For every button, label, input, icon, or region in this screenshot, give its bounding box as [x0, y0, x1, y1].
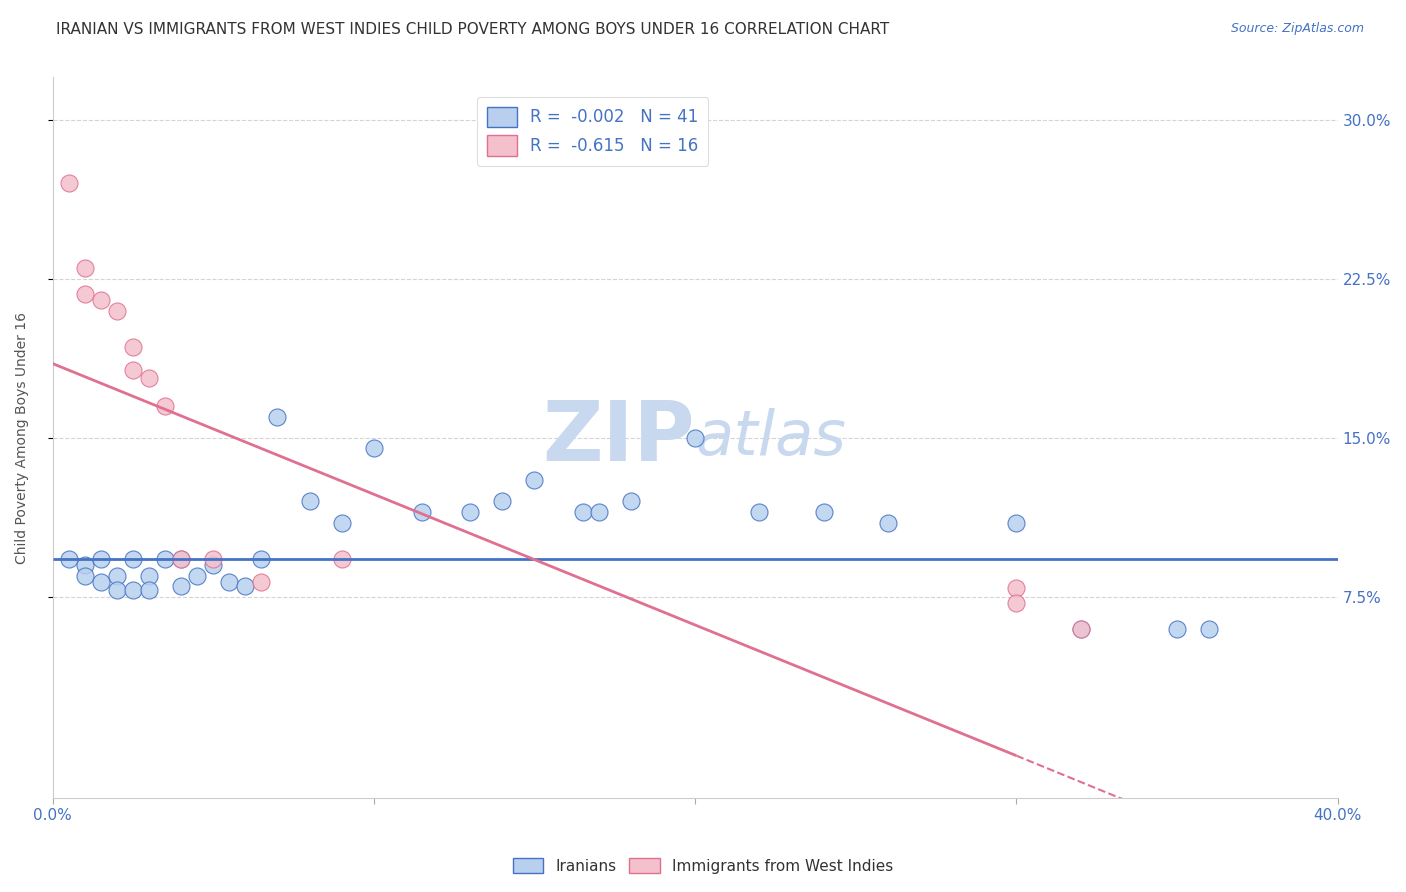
Point — [1070, 622, 1092, 636]
Point — [73, 558, 96, 572]
Point — [122, 340, 145, 354]
Point — [250, 551, 273, 566]
Y-axis label: Child Poverty Among Boys Under 16: Child Poverty Among Boys Under 16 — [15, 311, 30, 564]
Point — [571, 505, 593, 519]
Point — [73, 261, 96, 276]
Point — [122, 583, 145, 598]
Point — [138, 583, 160, 598]
Point — [683, 431, 706, 445]
Point — [202, 551, 225, 566]
Point — [1005, 596, 1028, 610]
Point — [105, 568, 128, 582]
Point — [186, 568, 208, 582]
Text: ZIP: ZIP — [543, 397, 695, 478]
Point — [138, 371, 160, 385]
Text: Source: ZipAtlas.com: Source: ZipAtlas.com — [1230, 22, 1364, 36]
Point — [90, 574, 112, 589]
Point — [458, 505, 481, 519]
Point — [90, 551, 112, 566]
Point — [330, 516, 353, 530]
Point — [58, 177, 80, 191]
Point — [266, 409, 288, 424]
Point — [90, 293, 112, 307]
Point — [491, 494, 513, 508]
Point — [748, 505, 770, 519]
Point — [363, 442, 385, 456]
Point — [813, 505, 835, 519]
Point — [73, 286, 96, 301]
Point — [1005, 581, 1028, 595]
Point — [235, 579, 257, 593]
Point — [620, 494, 643, 508]
Point — [298, 494, 321, 508]
Text: IRANIAN VS IMMIGRANTS FROM WEST INDIES CHILD POVERTY AMONG BOYS UNDER 16 CORRELA: IRANIAN VS IMMIGRANTS FROM WEST INDIES C… — [56, 22, 890, 37]
Point — [122, 551, 145, 566]
Point — [588, 505, 610, 519]
Legend: Iranians, Immigrants from West Indies: Iranians, Immigrants from West Indies — [506, 852, 900, 880]
Point — [1198, 622, 1220, 636]
Point — [1166, 622, 1188, 636]
Point — [138, 568, 160, 582]
Point — [523, 473, 546, 487]
Point — [876, 516, 898, 530]
Point — [153, 399, 176, 413]
Point — [105, 583, 128, 598]
Point — [330, 551, 353, 566]
Point — [411, 505, 433, 519]
Legend: R =  -0.002   N = 41, R =  -0.615   N = 16: R = -0.002 N = 41, R = -0.615 N = 16 — [477, 96, 709, 166]
Point — [122, 363, 145, 377]
Point — [170, 579, 193, 593]
Text: atlas: atlas — [695, 408, 846, 467]
Point — [170, 551, 193, 566]
Point — [250, 574, 273, 589]
Point — [105, 303, 128, 318]
Point — [73, 568, 96, 582]
Point — [170, 551, 193, 566]
Point — [1005, 516, 1028, 530]
Point — [202, 558, 225, 572]
Point — [58, 551, 80, 566]
Point — [218, 574, 240, 589]
Point — [153, 551, 176, 566]
Point — [1070, 622, 1092, 636]
